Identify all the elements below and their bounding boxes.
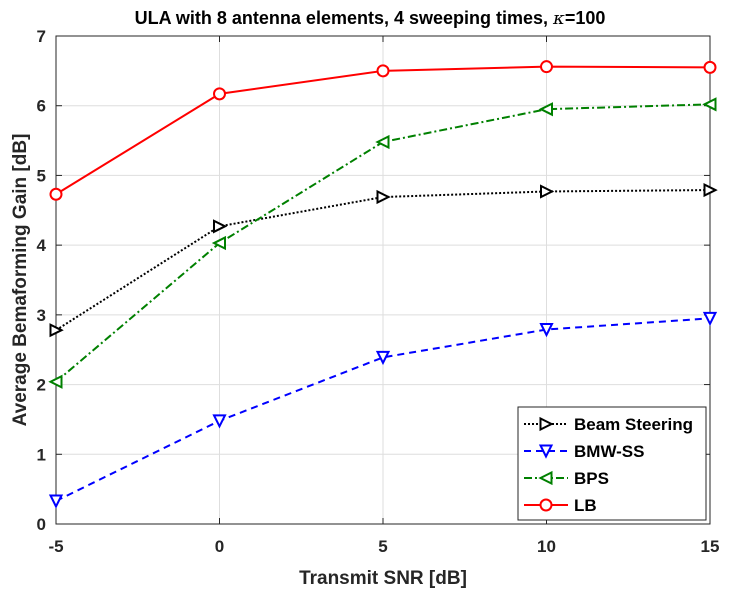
data-point-bps bbox=[538, 102, 553, 117]
data-point-lb bbox=[376, 64, 390, 78]
data-point-lb bbox=[540, 60, 553, 74]
y-tick-label: 7 bbox=[37, 27, 46, 46]
chart-title-suffix: =100 bbox=[565, 8, 606, 28]
data-point-bmw-ss bbox=[702, 311, 718, 327]
series-line-bmw-ss bbox=[55, 317, 711, 502]
data-point-lb bbox=[213, 87, 226, 101]
legend-label-bmw-ss: BMW-SS bbox=[574, 442, 644, 461]
data-point-beam-steering bbox=[213, 219, 228, 234]
y-tick-label: 4 bbox=[37, 236, 47, 255]
data-series bbox=[48, 60, 718, 509]
y-tick-label: 3 bbox=[37, 306, 46, 325]
legend-label-beam-steering: Beam Steering bbox=[574, 415, 693, 434]
legend-marker-beam-steering bbox=[539, 416, 554, 432]
x-tick-label: 5 bbox=[378, 537, 387, 556]
data-point-bps bbox=[702, 97, 717, 112]
grid-lines bbox=[55, 35, 711, 525]
x-tick-label: 10 bbox=[537, 537, 556, 556]
x-tick-label: 0 bbox=[215, 537, 224, 556]
y-tick-label: 5 bbox=[37, 166, 46, 185]
series-bps bbox=[48, 97, 717, 389]
data-point-bps bbox=[375, 134, 390, 150]
y-tick-label: 1 bbox=[37, 445, 46, 464]
data-point-bmw-ss bbox=[48, 494, 64, 509]
legend-marker-bps bbox=[538, 470, 553, 486]
series-bmw-ss bbox=[48, 311, 718, 509]
data-point-lb bbox=[703, 60, 717, 74]
series-beam-steering bbox=[49, 182, 718, 338]
chart-title-symbol: κ bbox=[552, 8, 565, 29]
chart-title: ULA with 8 antenna elements, 4 sweeping … bbox=[135, 8, 606, 29]
chart-title-prefix: ULA with 8 antenna elements, 4 sweeping … bbox=[135, 8, 553, 28]
y-tick-label: 0 bbox=[37, 515, 46, 534]
legend-label-bps: BPS bbox=[574, 469, 609, 488]
y-tick-label: 2 bbox=[37, 376, 46, 395]
data-point-lb bbox=[49, 187, 63, 201]
data-point-bmw-ss bbox=[212, 414, 227, 429]
data-point-beam-steering bbox=[49, 323, 64, 338]
data-point-bmw-ss bbox=[539, 322, 554, 338]
data-point-beam-steering bbox=[540, 184, 555, 199]
legend: Beam Steering BMW-SS BPS LB bbox=[517, 406, 707, 521]
series-line-beam-steering bbox=[55, 189, 711, 332]
data-point-bps bbox=[211, 235, 226, 251]
data-point-bps bbox=[48, 374, 63, 389]
legend-label-lb: LB bbox=[574, 496, 597, 515]
x-axis-title: Transmit SNR [dB] bbox=[299, 568, 467, 589]
x-tick-label: -5 bbox=[48, 537, 63, 556]
legend-marker-bmw-ss bbox=[538, 444, 554, 459]
data-point-bmw-ss bbox=[375, 350, 391, 366]
legend-marker-lb bbox=[539, 498, 553, 512]
data-point-beam-steering bbox=[703, 182, 718, 198]
x-tick-label: 15 bbox=[701, 537, 720, 556]
y-tick-label: 6 bbox=[37, 97, 46, 116]
series-lb bbox=[49, 60, 717, 201]
data-point-beam-steering bbox=[376, 189, 391, 205]
y-axis-title: Average Bemaforming Gain [dB] bbox=[10, 134, 31, 427]
